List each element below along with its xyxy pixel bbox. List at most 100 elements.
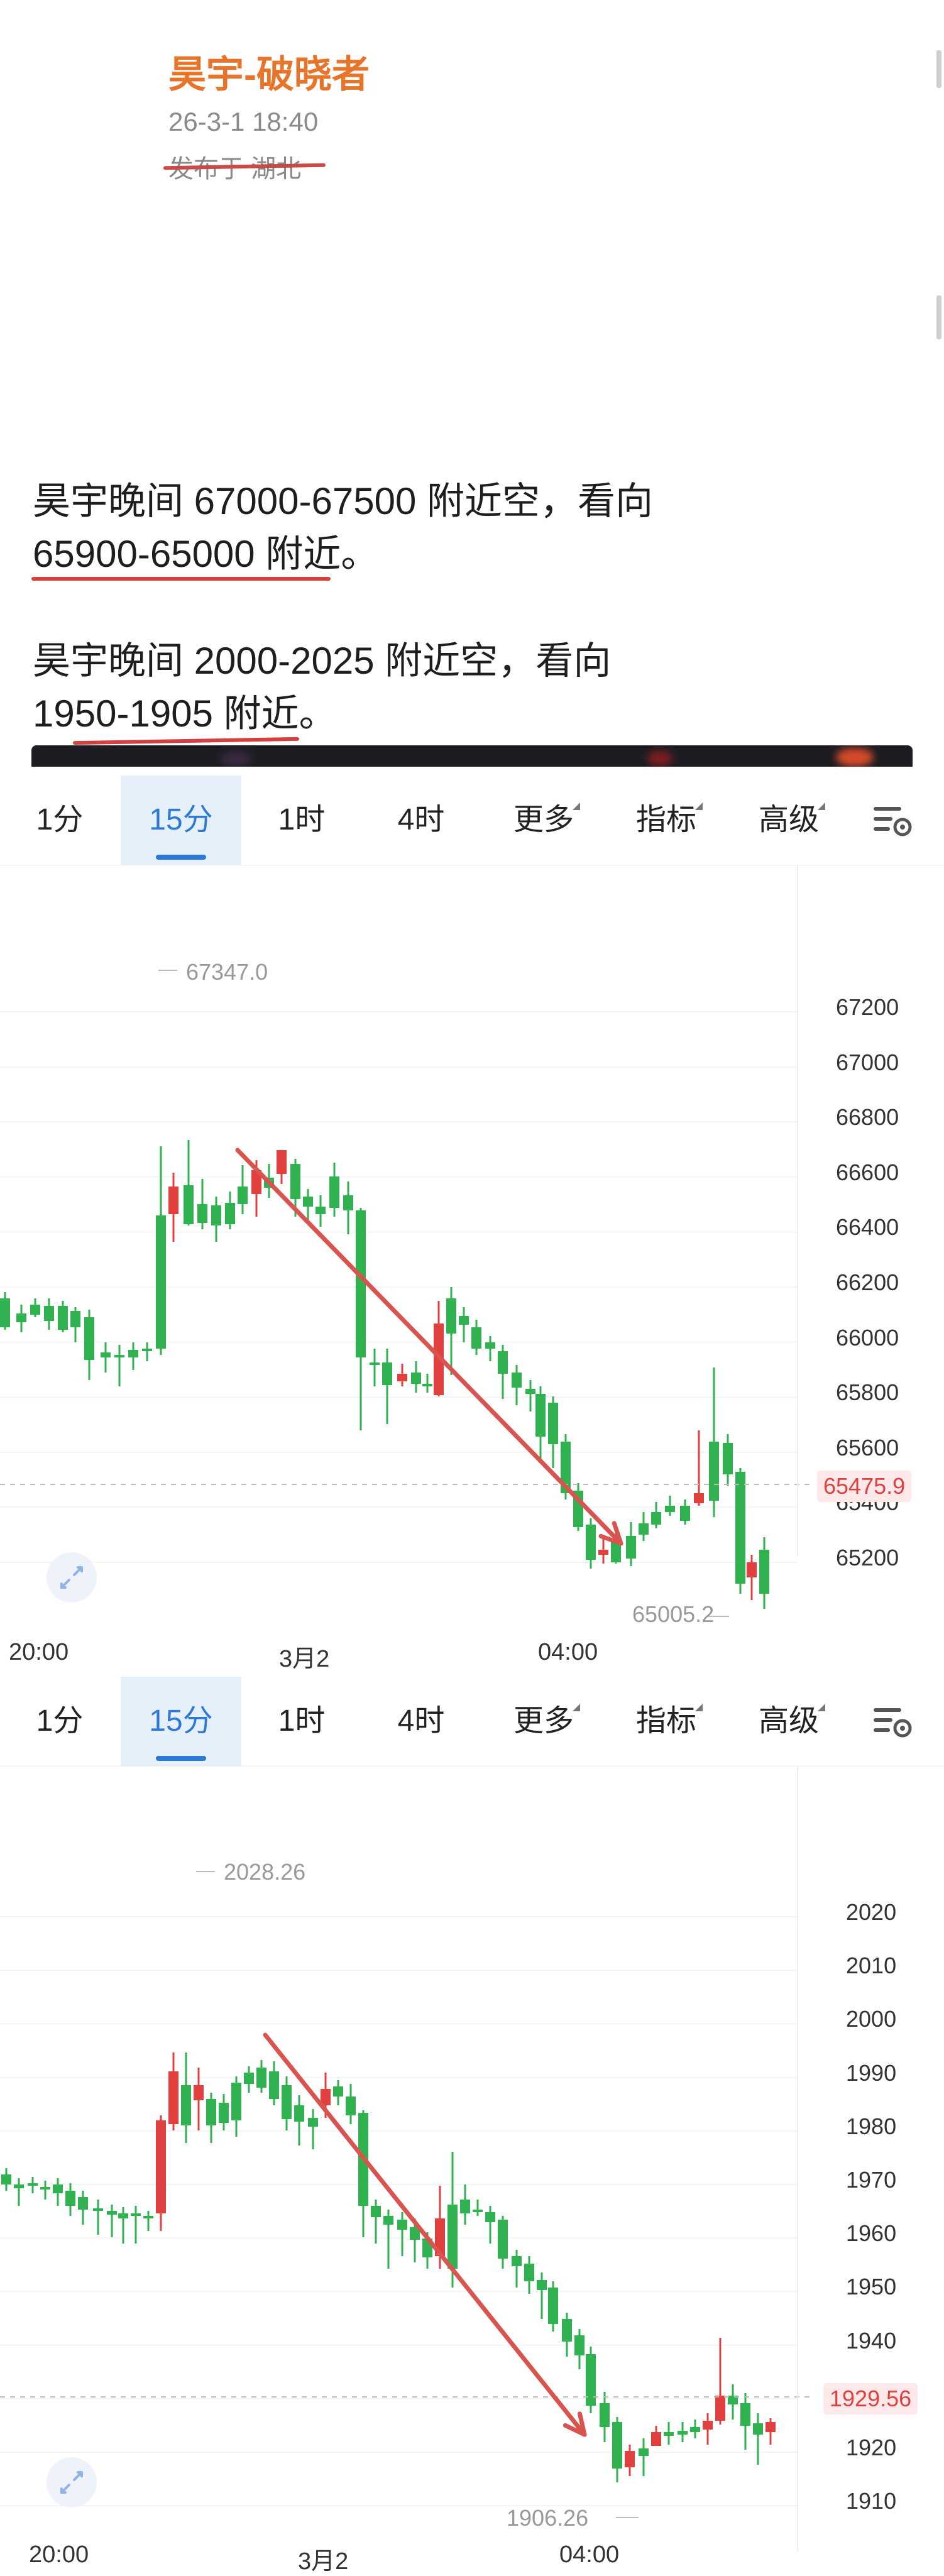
price-tick-label: 65800 [836,1379,899,1406]
candlestick [447,2152,458,2288]
chart-settings-icon[interactable] [871,798,915,842]
edge-mark [936,295,941,339]
high-price-label: 67347.0 [186,959,268,985]
candlestick [512,1365,522,1405]
expand-icon[interactable] [47,1552,97,1603]
candlestick [346,2084,356,2124]
tab-4h[interactable]: 4时 [397,1704,445,1738]
interval-toolbar: 1分 15分 1时 4时 更多 指标 高级 [0,776,944,865]
candlestick [333,2080,343,2105]
price-tick-label: 1940 [846,2327,897,2354]
price-axis-line [797,865,798,1556]
candlestick [473,2200,483,2216]
candlestick [535,1386,546,1459]
candlestick [512,2250,522,2288]
candlestick [573,1483,583,1531]
price-tick-label: 66600 [836,1159,899,1185]
candlestick [131,2206,141,2244]
time-label: 3月2 [298,2548,349,2575]
candlestick [231,2076,241,2137]
candlestick [434,1301,444,1396]
dropdown-triangle-icon [818,1704,825,1711]
tab-advanced[interactable]: 高级 [735,776,842,865]
candlestick [16,1305,26,1332]
price-tick-label: 65200 [836,1545,899,1570]
price-tick-label: 1970 [846,2167,897,2193]
candlestick [639,1512,649,1541]
price-tick-label: 67200 [836,994,899,1020]
price-tick-label: 1920 [846,2435,897,2460]
highlight-underline [31,577,331,581]
price-tick-label: 2020 [846,1899,897,1925]
tab-15min[interactable]: 15分 [121,1677,241,1766]
candlestick [197,1179,207,1229]
tab-more[interactable]: 更多 [490,776,597,865]
dropdown-triangle-icon [573,803,580,810]
post-line-3: 昊宇晚间 2000-2025 附近空，看向 [33,640,612,682]
candlestick [524,2256,534,2294]
candlestick [651,1502,661,1528]
candlestick [680,1499,690,1525]
candlestick [498,1345,508,1399]
post-line-2: 65900-65000 附近。 [33,533,379,575]
chart-settings-icon[interactable] [871,1699,915,1743]
post-line-1: 昊宇晚间 67000-67500 附近空，看向 [33,480,654,522]
candlestick [371,2200,381,2244]
tab-15min[interactable]: 15分 [121,776,241,865]
candlestick [225,1192,235,1229]
candlestick [397,2212,407,2256]
candlestick [586,2347,596,2413]
price-tick-label: 67000 [836,1049,899,1075]
candlestick [343,1181,353,1234]
candlestick [694,1430,704,1506]
candlestick-plot[interactable] [0,865,944,1674]
expand-icon[interactable] [47,2457,97,2507]
kline-chart-block: 1分 15分 1时 4时 更多 指标 高级 2020 2010 2000 1990 19… [0,1677,944,2575]
candlestick [329,1163,339,1217]
candlestick-plot[interactable] [0,1766,944,2569]
candlestick [58,1301,68,1332]
price-tick-label: 66200 [836,1269,899,1295]
tab-1h[interactable]: 1时 [278,1704,326,1738]
candlestick [747,1555,757,1600]
candlestick [0,1292,10,1330]
tab-1min[interactable]: 1分 [36,1704,84,1738]
candlestick [723,1434,733,1486]
dropdown-triangle-icon [695,803,703,810]
candlestick [548,2281,558,2332]
candlestick [282,2076,292,2130]
candlestick [651,2426,661,2446]
media-preview[interactable] [31,745,913,767]
tab-advanced[interactable]: 高级 [735,1677,842,1766]
price-tick-label: 1960 [846,2220,897,2247]
candlestick [664,2422,674,2445]
candlestick [562,2313,572,2357]
candlestick [316,1195,326,1227]
high-price-label: 2028.26 [224,1859,306,1885]
candlestick [370,1349,380,1386]
tab-4h[interactable]: 4时 [397,803,445,836]
price-tick-label: 1980 [846,2113,897,2139]
interval-toolbar: 1分 15分 1时 4时 更多 指标 高级 [0,1677,944,1767]
price-tick-label: 1990 [846,2059,897,2086]
candlestick [446,1287,456,1375]
candlestick [766,2418,776,2445]
candlestick [460,2184,470,2225]
candlestick [485,1336,495,1361]
dropdown-triangle-icon [573,1704,580,1711]
candlestick [753,2413,763,2465]
candlestick [156,2115,166,2231]
candlestick [101,1342,111,1373]
tab-more[interactable]: 更多 [490,1677,597,1766]
tab-indicators[interactable]: 指标 [613,1677,720,1766]
tab-1min[interactable]: 1分 [36,803,84,836]
candlestick [625,2445,635,2476]
current-price-label: 1929.56 [823,2383,918,2414]
candlestick [709,1367,719,1517]
candlestick [498,2216,508,2269]
candlestick [294,2095,304,2146]
author-name[interactable]: 昊宇-破晓者 [168,53,370,96]
candlestick [459,1307,469,1342]
tab-1h[interactable]: 1时 [278,803,326,836]
tab-indicators[interactable]: 指标 [613,776,720,865]
